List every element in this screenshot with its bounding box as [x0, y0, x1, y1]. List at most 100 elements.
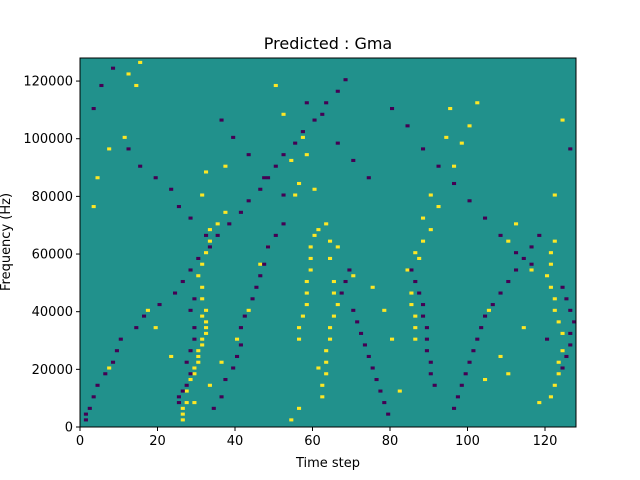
heatmap-cell-high: [184, 401, 189, 405]
heatmap-cell-low: [180, 389, 185, 393]
heatmap-cell-high: [556, 360, 561, 364]
heatmap-cell-low: [324, 101, 329, 105]
heatmap-cell-low: [432, 383, 437, 387]
y-tick-label: 0: [65, 421, 73, 436]
heatmap-cell-high: [328, 239, 333, 243]
heatmap-cell-low: [572, 320, 577, 324]
heatmap-cell-low: [188, 372, 193, 376]
heatmap-cell-low: [428, 360, 433, 364]
heatmap-cell-high: [304, 279, 309, 284]
heatmap-cell-low: [560, 285, 565, 289]
heatmap-cell-high: [548, 262, 553, 266]
heatmap-cell-high: [192, 401, 197, 405]
heatmap-cell-high: [126, 72, 131, 76]
heatmap-cell-high: [316, 228, 321, 232]
heatmap-cell-low: [343, 279, 348, 284]
heatmap-cell-low: [506, 279, 511, 284]
heatmap-cell-low: [246, 153, 251, 157]
heatmap-cell-high: [335, 245, 340, 249]
heatmap-cell-low: [300, 130, 305, 134]
heatmap-cell-low: [409, 268, 414, 272]
heatmap-cell-low: [281, 193, 286, 197]
x-axis-label: Time step: [295, 456, 360, 471]
heatmap-cell-low: [207, 245, 212, 249]
x-tick-label: 20: [149, 434, 166, 449]
heatmap-cell-high: [328, 337, 333, 341]
heatmap-cell-high: [316, 366, 321, 370]
heatmap-cell-high: [545, 274, 550, 278]
heatmap-cell-low: [242, 314, 247, 318]
heatmap-cell-low: [490, 303, 495, 307]
heatmap-cell-low: [405, 124, 410, 128]
y-tick-label: 60000: [32, 248, 73, 263]
chart-title: Predicted : Gma: [264, 34, 392, 53]
heatmap-cell-low: [188, 308, 193, 312]
heatmap-cell-low: [188, 216, 193, 220]
heatmap-cell-high: [145, 308, 150, 312]
heatmap-cell-high: [180, 412, 185, 416]
x-tick-label: 60: [304, 434, 321, 449]
heatmap-cell-high: [548, 251, 553, 255]
heatmap-cell-low: [335, 141, 340, 145]
heatmap-cell-low: [196, 256, 201, 260]
heatmap-cell-high: [289, 158, 294, 162]
heatmap-cell-high: [413, 251, 418, 255]
plot-frame: [79, 57, 577, 428]
heatmap-cell-low: [424, 326, 429, 330]
heatmap-cell-low: [498, 233, 503, 237]
heatmap-cell-low: [176, 395, 181, 399]
heatmap-cell-high: [300, 135, 305, 139]
heatmap-cell-high: [324, 222, 329, 226]
heatmap-cell-high: [219, 360, 224, 364]
heatmap-cell-low: [204, 233, 209, 237]
y-tick-label: 40000: [32, 305, 73, 320]
heatmap-cell-low: [366, 176, 371, 180]
heatmap-cell-low: [568, 147, 573, 151]
heatmap-cell-low: [320, 112, 325, 116]
heatmap-cell-low: [223, 377, 228, 382]
heatmap-cell-low: [235, 354, 240, 359]
heatmap-cell-low: [118, 337, 123, 341]
x-axis: 0 20 40 60 80 100 120: [76, 427, 557, 449]
heatmap-cell-low: [428, 372, 433, 376]
heatmap-cell-low: [545, 337, 550, 341]
heatmap-cell-low: [436, 164, 441, 168]
heatmap-cell-high: [138, 60, 143, 64]
heatmap-cell-low: [83, 412, 88, 416]
heatmap-cell-low: [231, 135, 236, 139]
heatmap-cell-low: [304, 101, 309, 105]
heatmap-cell-low: [374, 377, 379, 382]
heatmap-cell-low: [514, 251, 519, 255]
heatmap-cell-low: [173, 291, 178, 295]
heatmap-cell-high: [560, 349, 565, 353]
heatmap-cell-high: [200, 262, 205, 266]
heatmap-cell-high: [207, 239, 212, 243]
y-tick-label: 80000: [32, 190, 73, 205]
heatmap-cell-low: [266, 176, 271, 180]
heatmap-cell-low: [564, 354, 569, 359]
heatmap-cell-high: [289, 418, 294, 422]
heatmap-cell-high: [215, 222, 220, 226]
heatmap-cell-high: [506, 239, 511, 243]
heatmap-cell-low: [238, 210, 243, 214]
heatmap-cell-high: [180, 418, 185, 422]
heatmap-cell-high: [448, 107, 453, 111]
plot-area: [79, 57, 577, 428]
heatmap-cell-high: [320, 383, 325, 387]
heatmap-cell-high: [204, 326, 209, 330]
heatmap-cell-low: [246, 199, 251, 203]
heatmap-cell-high: [304, 153, 309, 157]
x-tick-label: 100: [455, 434, 480, 449]
heatmap-cell-high: [413, 326, 418, 330]
x-tick-label: 80: [382, 434, 399, 449]
heatmap-cell-low: [231, 366, 236, 370]
heatmap-cell-high: [413, 314, 418, 318]
heatmap-cell-high: [506, 372, 511, 376]
heatmap-cell-high: [308, 268, 313, 272]
heatmap-cell-high: [421, 216, 426, 220]
heatmap-cell-low: [382, 401, 387, 405]
heatmap-cell-low: [413, 279, 418, 284]
heatmap-cell-high: [258, 262, 263, 266]
heatmap-cell-high: [107, 366, 112, 370]
